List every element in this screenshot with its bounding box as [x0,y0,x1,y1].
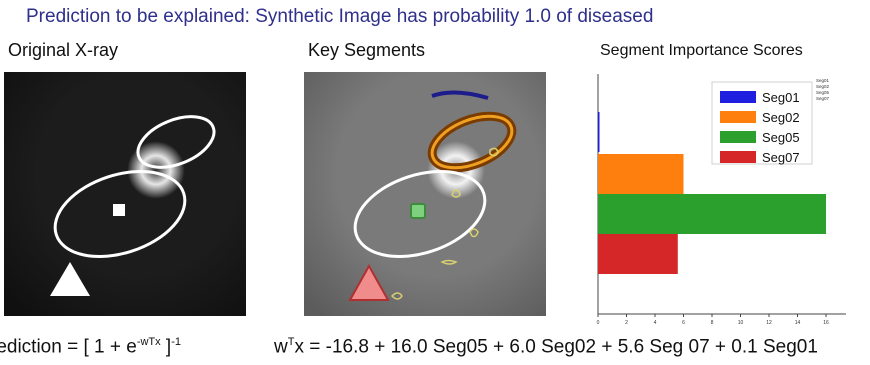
x-tick-label: 6 [682,320,685,326]
formula-right-sup: T [287,336,295,348]
legend-label-seg01: Seg01 [762,90,800,105]
key-large-ellipse [353,170,487,258]
large-ellipse [53,170,187,258]
segment-seg07 [348,263,390,301]
x-tick-label: 2 [625,320,628,326]
x-tick-label: 12 [766,320,772,326]
mini-legend-label: Seg07 [816,96,830,101]
prediction-formula: rediction = [ 1 + e-wTx ]-1 [0,336,181,358]
headline: Prediction to be explained: Synthetic Im… [26,6,654,27]
legend-swatch-seg01 [720,91,756,103]
original-xray-image [4,72,246,316]
formula-left-post-sup: -1 [171,336,181,348]
legend-swatch-seg05 [720,131,756,143]
upper-ellipse [136,115,216,169]
bar-seg01 [598,112,600,152]
formula-left-sup: -wTx [136,336,161,348]
legend-label-seg07: Seg07 [762,150,800,165]
linear-model-formula: wTx = -16.8 + 16.0 Seg05 + 6.0 Seg02 + 5… [274,336,818,358]
minor-segment-outlines [390,147,499,300]
segment-seg01 [431,90,489,100]
segment-seg05 [410,203,426,219]
mini-legend-label: Seg02 [816,84,830,89]
white-triangle [50,262,90,296]
x-tick-label: 8 [711,320,714,326]
legend-swatch-seg07 [720,151,756,163]
legend-swatch-seg02 [720,111,756,123]
mini-legend-label: Seg05 [816,90,830,95]
x-tick-label: 4 [654,320,657,326]
legend-label-seg05: Seg05 [762,130,800,145]
formula-right-w: w [274,336,288,358]
importance-chart: 0 2 4 6 8 10 12 14 16 Seg01 Seg02 Seg05 Seg07 Seg01 Se… [586,68,870,330]
formula-left-pre: rediction = [ 1 + e [0,336,137,358]
white-square [113,204,125,216]
x-tick-label: 14 [795,320,801,326]
formula-left-post: ] [160,336,172,358]
x-tick-label: 16 [823,320,829,326]
bar-seg05 [598,194,826,234]
legend-label-seg02: Seg02 [762,110,800,125]
original-xray-title: Original X-ray [8,40,119,60]
key-segments-image [304,72,546,316]
scores-title: Segment Importance Scores [600,42,803,59]
bar-seg02 [598,154,684,194]
x-tick-label: 0 [597,320,600,326]
formula-right-rest: x = -16.8 + 16.0 Seg05 + 6.0 Seg02 + 5.6… [294,336,818,358]
bar-seg07 [598,234,678,274]
key-segments-title: Key Segments [308,40,426,60]
mini-legend-label: Seg01 [816,78,830,83]
x-tick-label: 10 [738,320,744,326]
